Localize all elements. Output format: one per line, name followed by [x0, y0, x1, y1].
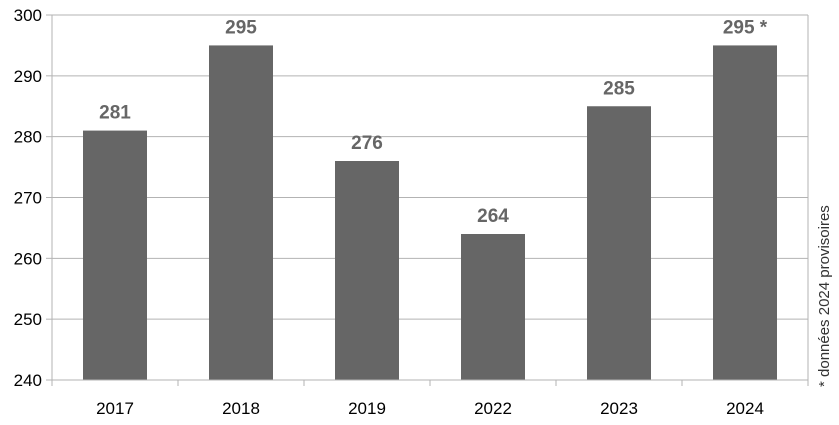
footnote: * données 2024 provisoires [816, 205, 833, 387]
x-tick-labels: 2017 2018 2019 2022 2023 2024 [96, 399, 764, 418]
y-tick-label: 260 [14, 249, 42, 268]
bars [83, 45, 777, 381]
x-tick-label: 2019 [348, 399, 386, 418]
y-tick-labels: 240 250 260 270 280 290 300 [14, 6, 42, 390]
bar-2017 [83, 130, 147, 380]
gridlines [52, 14, 808, 381]
x-tick-label: 2022 [474, 399, 512, 418]
data-label: 295 * [723, 17, 768, 38]
x-tick-label: 2018 [222, 399, 260, 418]
data-label: 264 [477, 206, 509, 227]
data-labels: 281 295 276 264 285 295 * [99, 17, 768, 227]
data-label: 285 [603, 78, 635, 99]
data-label: 276 [351, 133, 383, 154]
bar-2022 [461, 234, 525, 380]
bar-2024 [713, 45, 777, 381]
data-label: 295 [225, 17, 257, 38]
y-tick-label: 240 [14, 371, 42, 390]
y-tick-label: 270 [14, 189, 42, 208]
bar-2018 [209, 45, 273, 381]
data-label: 281 [99, 103, 131, 124]
y-tick-label: 290 [14, 67, 42, 86]
y-tick-label: 250 [14, 310, 42, 329]
x-tick-label: 2017 [96, 399, 134, 418]
y-tick-label: 300 [14, 6, 42, 25]
x-tick-label: 2023 [600, 399, 638, 418]
bar-2019 [335, 161, 399, 380]
bar-2023 [587, 106, 651, 380]
x-tick-label: 2024 [726, 399, 764, 418]
axes [46, 14, 809, 386]
y-tick-label: 280 [14, 128, 42, 147]
